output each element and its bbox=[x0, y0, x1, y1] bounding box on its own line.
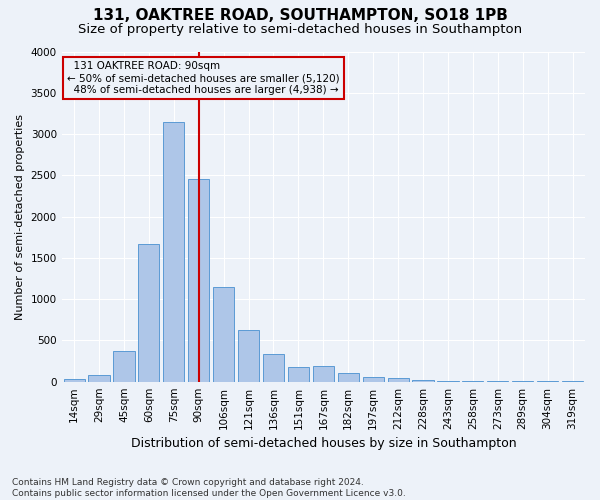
Bar bbox=[338, 372, 359, 382]
Bar bbox=[113, 351, 134, 382]
Bar bbox=[88, 375, 110, 382]
Text: Size of property relative to semi-detached houses in Southampton: Size of property relative to semi-detach… bbox=[78, 22, 522, 36]
Bar bbox=[238, 330, 259, 382]
Bar bbox=[388, 378, 409, 382]
Bar bbox=[163, 122, 184, 382]
Bar bbox=[412, 380, 434, 382]
Bar bbox=[138, 244, 160, 382]
Bar bbox=[188, 180, 209, 382]
Bar bbox=[313, 366, 334, 382]
Text: 131 OAKTREE ROAD: 90sqm
← 50% of semi-detached houses are smaller (5,120)
  48% : 131 OAKTREE ROAD: 90sqm ← 50% of semi-de… bbox=[67, 62, 340, 94]
Text: Contains HM Land Registry data © Crown copyright and database right 2024.
Contai: Contains HM Land Registry data © Crown c… bbox=[12, 478, 406, 498]
Bar bbox=[288, 367, 309, 382]
Bar bbox=[362, 376, 384, 382]
Text: 131, OAKTREE ROAD, SOUTHAMPTON, SO18 1PB: 131, OAKTREE ROAD, SOUTHAMPTON, SO18 1PB bbox=[92, 8, 508, 22]
Y-axis label: Number of semi-detached properties: Number of semi-detached properties bbox=[15, 114, 25, 320]
Bar bbox=[437, 381, 458, 382]
Bar bbox=[64, 379, 85, 382]
Bar bbox=[213, 287, 234, 382]
X-axis label: Distribution of semi-detached houses by size in Southampton: Distribution of semi-detached houses by … bbox=[131, 437, 516, 450]
Bar bbox=[263, 354, 284, 382]
